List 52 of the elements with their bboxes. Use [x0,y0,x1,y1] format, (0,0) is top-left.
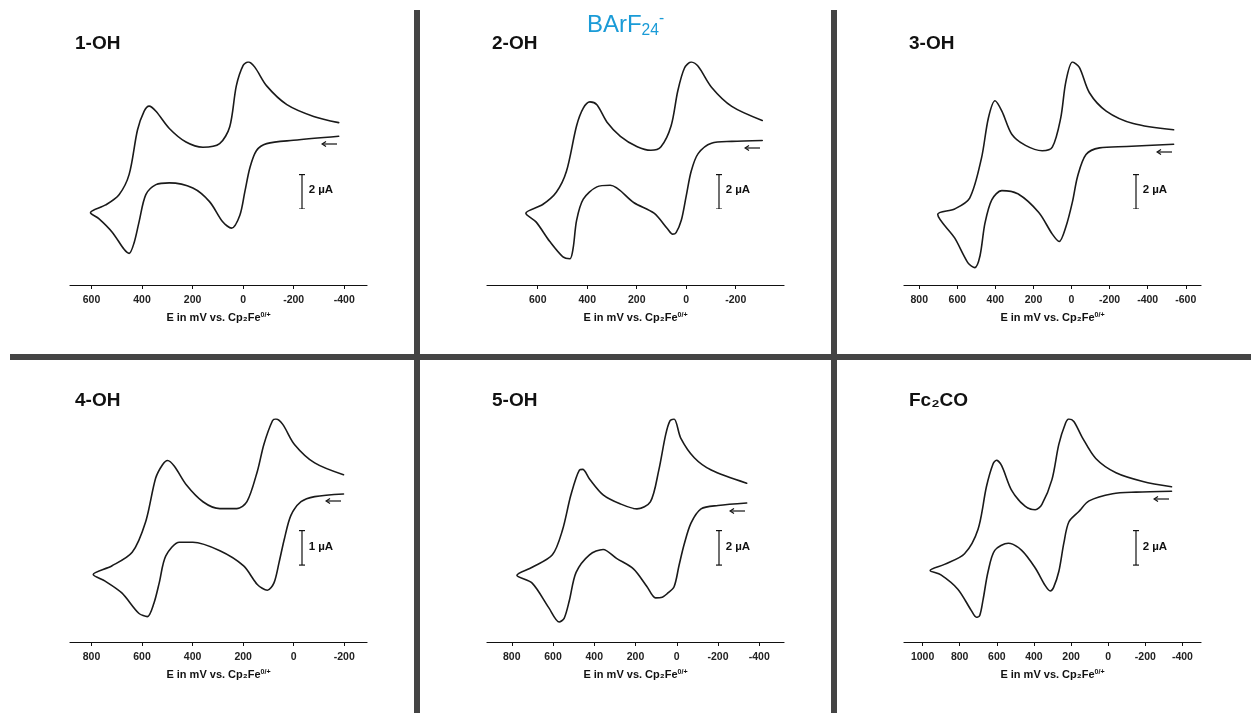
x-tick-label: 0 [1105,649,1112,661]
x-tick-label: 400 [133,292,151,305]
x-tick-label: 600 [544,649,562,661]
annotation: 2 µA [1142,539,1168,552]
annotation: 2 µA [725,183,751,196]
annotation: 2 µA [308,183,334,196]
x-tick-label: -200 [1134,649,1156,661]
x-tick-label: 800 [910,292,929,305]
x-tick-label: -200 [1099,292,1121,305]
x-tick-label: 400 [1025,649,1043,661]
x-tick-label: 800 [82,649,101,661]
x-tick-label: 400 [578,292,597,305]
x-tick-label: 400 [183,649,202,661]
annotation: 1 µA [308,539,334,552]
x-tick-label: 600 [948,292,967,305]
x-tick-label: -400 [748,649,770,661]
x-tick-label: 600 [82,292,101,305]
annotation: 2 µA [725,539,751,552]
chart-title: 2-OH [492,32,538,53]
x-tick-label: 0 [1068,292,1075,305]
chart-title: Fc₂CO [909,388,969,410]
x-tick-label: -200 [283,292,305,305]
x-tick-label: 200 [627,292,646,305]
x-tick-label: 0 [673,649,680,661]
x-tick-label: 0 [240,292,247,305]
chart-title: 5-OH [492,388,538,410]
x-tick-label: 200 [183,292,202,305]
chart-title: 4-OH [75,388,121,410]
x-tick-label: 1000 [910,649,935,661]
x-tick-label: 800 [950,649,969,661]
annotation: 2 µA [1142,183,1168,196]
x-tick-label: -200 [707,649,729,661]
x-tick-label: 200 [234,649,253,661]
x-tick-label: 200 [1062,649,1080,661]
x-tick-label: 400 [585,649,604,661]
chart-title: 1-OH [75,32,121,53]
x-tick-label: 200 [1024,292,1043,305]
x-tick-label: 800 [502,649,521,661]
chart-title: 3-OH [909,32,955,53]
x-tick-label: -400 [1137,292,1159,305]
x-tick-label: 200 [626,649,645,661]
x-tick-label: 0 [683,292,690,305]
x-tick-label: 400 [986,292,1005,305]
x-tick-label: 600 [528,292,547,305]
x-tick-label: -200 [725,292,747,305]
x-tick-label: -600 [1175,292,1197,305]
x-tick-label: 0 [290,649,297,661]
x-tick-label: 600 [133,649,151,661]
x-tick-label: -400 [1171,649,1194,661]
x-tick-label: -400 [333,292,355,305]
x-tick-label: 600 [988,649,1006,661]
x-tick-label: -200 [333,649,355,661]
